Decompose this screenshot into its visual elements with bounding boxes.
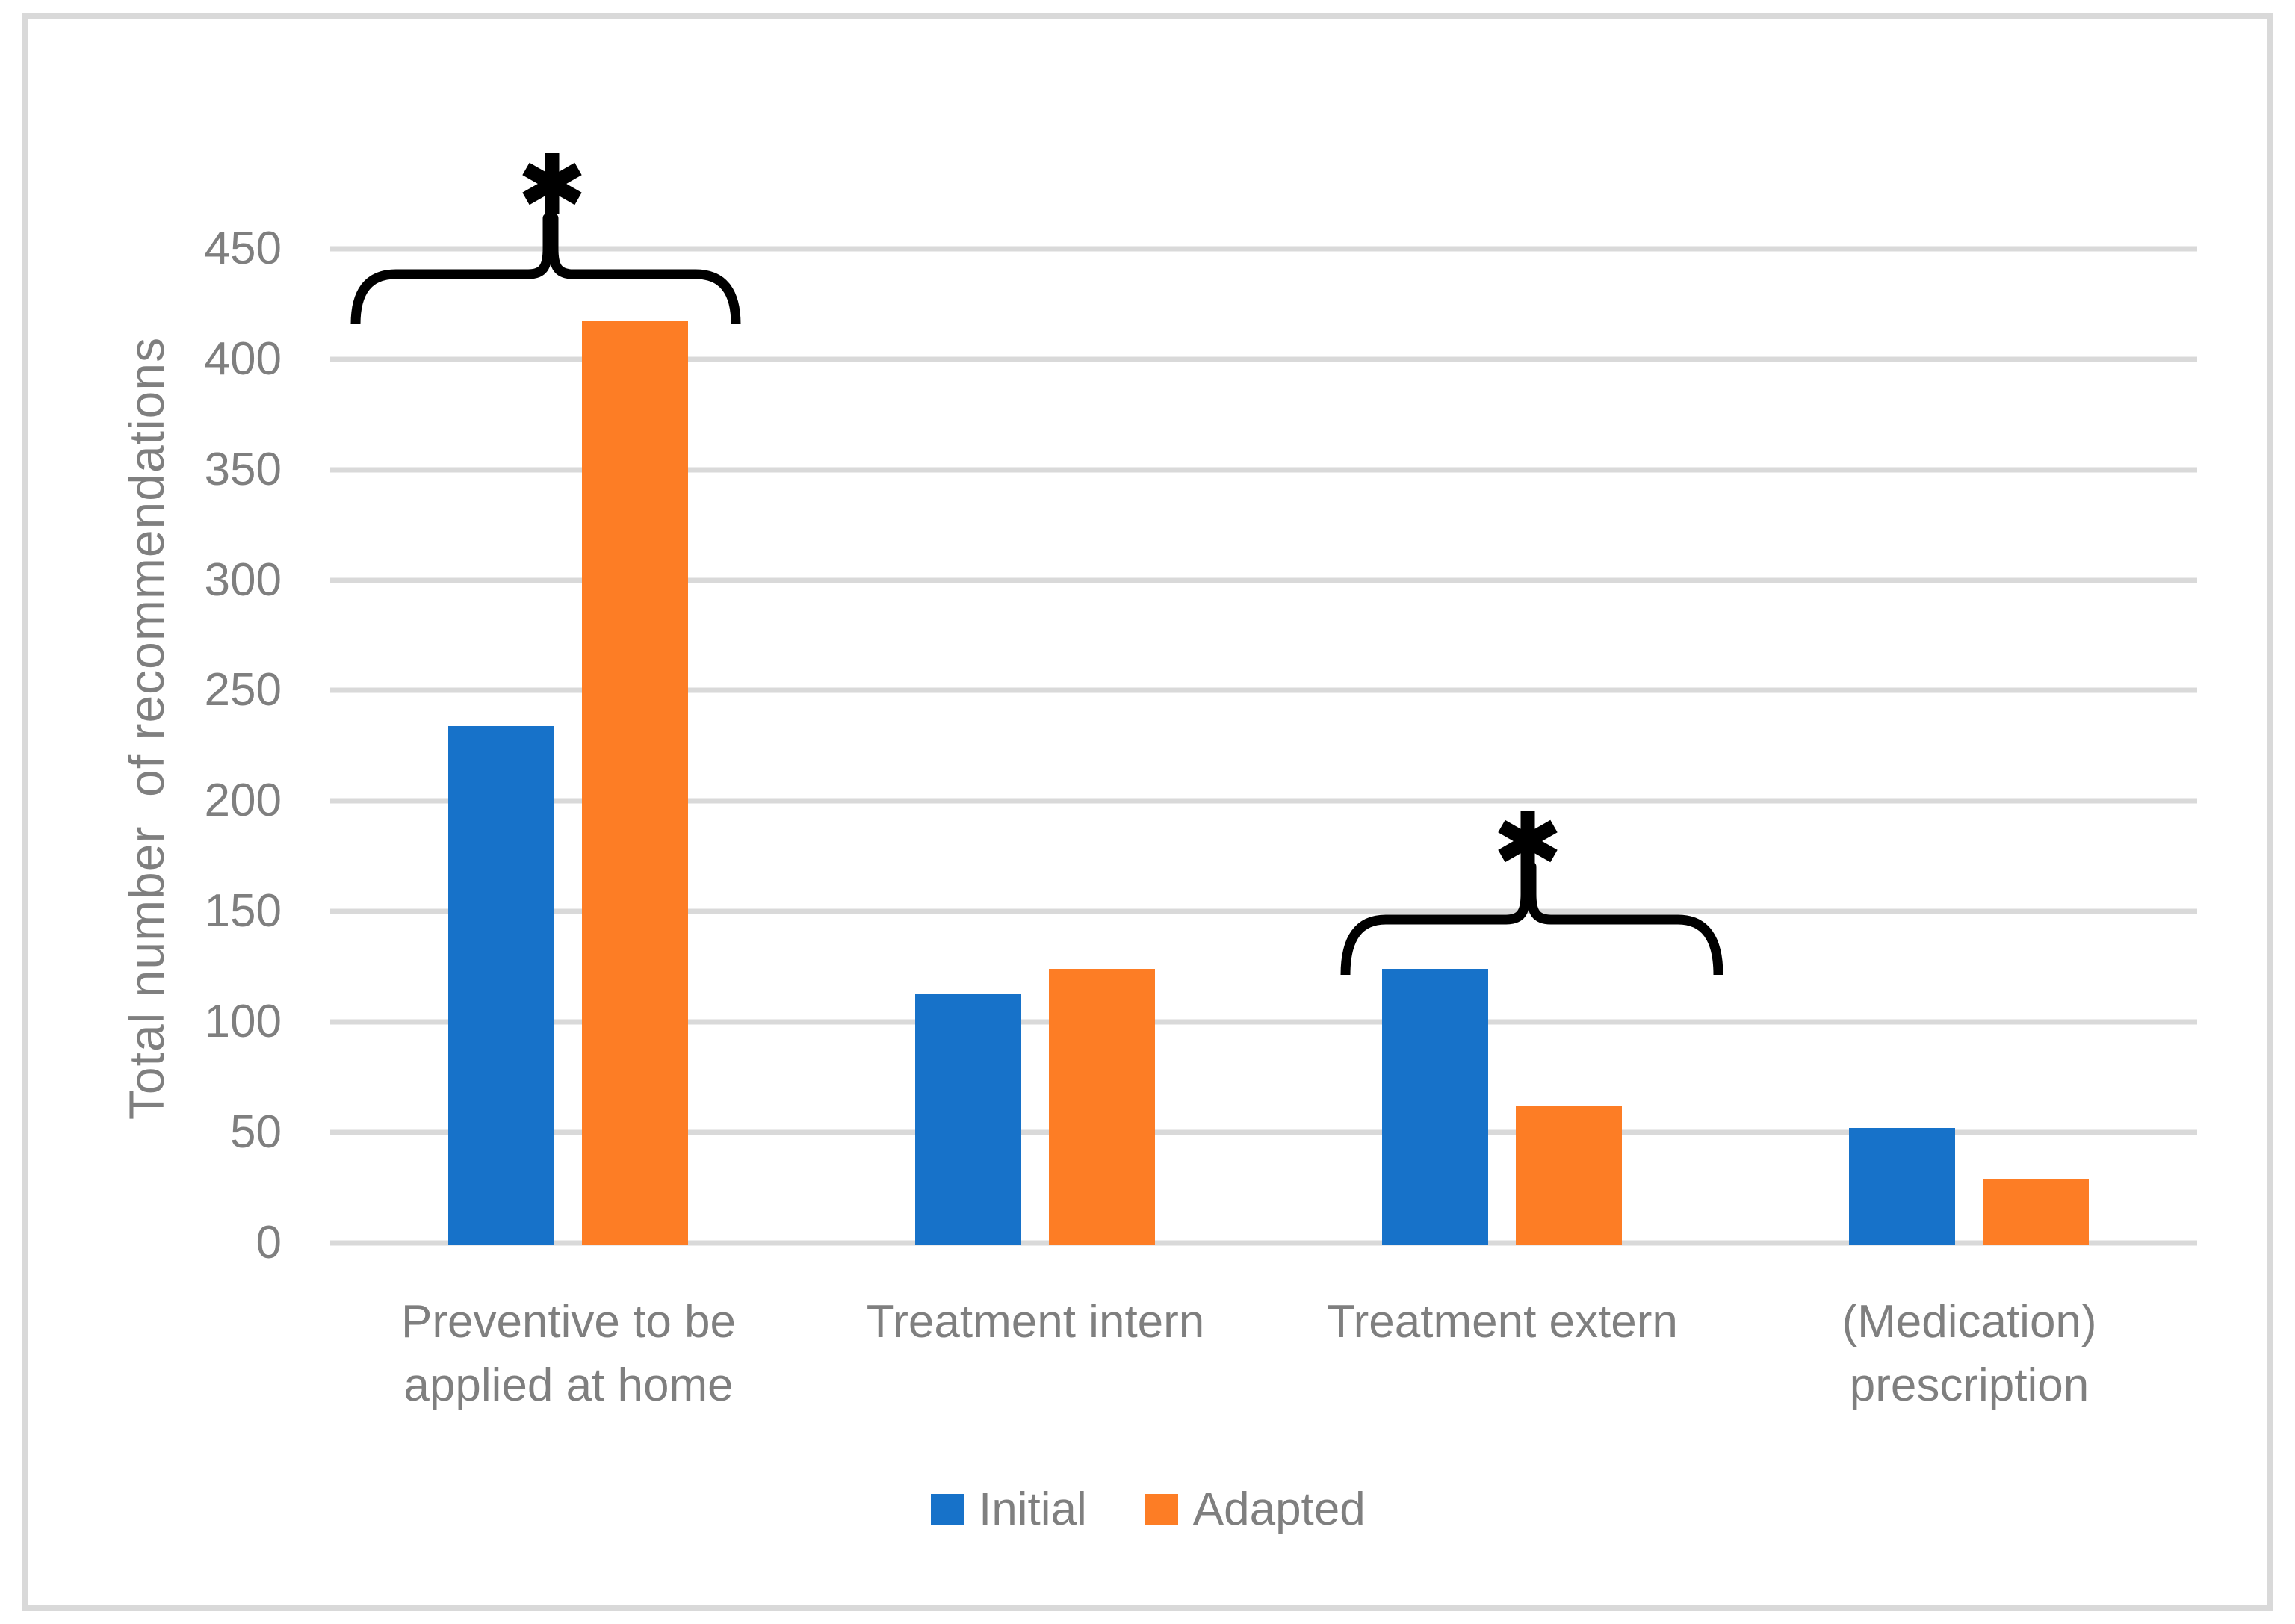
y-tick-label: 50 bbox=[230, 1106, 282, 1158]
bar-adapted-1 bbox=[1049, 969, 1155, 1245]
bar-initial-3 bbox=[1849, 1128, 1955, 1245]
bar-initial-1 bbox=[915, 994, 1021, 1245]
y-tick-label: 150 bbox=[204, 885, 282, 937]
y-tick-label: 450 bbox=[204, 223, 282, 274]
significance-brace bbox=[1340, 861, 1723, 976]
category-label: Treatment intern bbox=[752, 1290, 1319, 1354]
legend-item-initial: Initial bbox=[931, 1484, 1087, 1535]
category-label-line: applied at home bbox=[403, 1360, 734, 1411]
category-label-line: Preventive to be bbox=[400, 1296, 737, 1348]
y-tick-label: 300 bbox=[204, 554, 282, 606]
bar-adapted-3 bbox=[1983, 1179, 2089, 1245]
y-tick-label: 250 bbox=[204, 664, 282, 716]
legend-swatch-initial bbox=[931, 1494, 964, 1525]
y-tick-label: 0 bbox=[255, 1217, 282, 1268]
bar-initial-2 bbox=[1382, 969, 1488, 1245]
category-label: (Medication) prescription bbox=[1685, 1290, 2253, 1417]
y-tick-label: 350 bbox=[204, 444, 282, 495]
y-axis-title: Total number of recommendations bbox=[119, 336, 174, 1121]
category-label: Treatment extern bbox=[1218, 1290, 1786, 1354]
category-label: Preventive to be applied at home bbox=[285, 1290, 852, 1417]
significance-brace bbox=[350, 213, 741, 325]
y-tick-label: 100 bbox=[204, 996, 282, 1047]
legend-label: Adapted bbox=[1192, 1484, 1366, 1535]
legend-label: Initial bbox=[979, 1484, 1087, 1535]
y-tick-label: 400 bbox=[204, 333, 282, 385]
bar-adapted-2 bbox=[1516, 1106, 1622, 1245]
category-label-line: prescription bbox=[1849, 1360, 2090, 1411]
asterisk-annotation bbox=[1498, 811, 1558, 872]
bar-adapted-0 bbox=[582, 321, 688, 1245]
y-tick-label: 200 bbox=[204, 775, 282, 826]
legend: Initial Adapted bbox=[931, 1484, 1366, 1535]
legend-swatch-adapted bbox=[1145, 1494, 1178, 1525]
category-label-line: Treatment extern bbox=[1327, 1296, 1678, 1348]
bar-initial-0 bbox=[448, 726, 554, 1245]
asterisk-annotation bbox=[522, 153, 582, 214]
category-label-line: Treatment intern bbox=[866, 1296, 1205, 1348]
figure-border bbox=[22, 13, 2273, 1611]
legend-item-adapted: Adapted bbox=[1145, 1484, 1366, 1535]
category-label-line: (Medication) bbox=[1842, 1296, 2097, 1348]
